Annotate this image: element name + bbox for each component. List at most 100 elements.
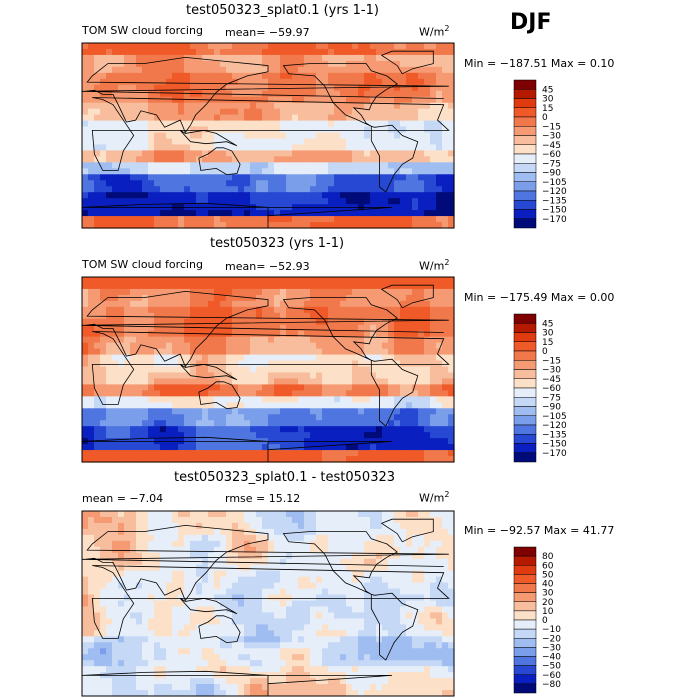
field-cell xyxy=(112,511,119,518)
field-cell xyxy=(334,600,341,608)
field-cell xyxy=(142,426,149,433)
field-cell xyxy=(94,102,101,110)
field-cell xyxy=(358,114,365,122)
field-cell xyxy=(322,390,329,397)
field-cell xyxy=(364,378,371,386)
field-cell xyxy=(304,114,311,122)
field-cell xyxy=(172,378,179,386)
field-cell xyxy=(316,300,323,308)
field-cell xyxy=(262,384,269,391)
field-cell xyxy=(190,126,197,134)
field-cell xyxy=(250,144,257,152)
field-cell xyxy=(442,378,449,386)
field-cell xyxy=(316,511,323,518)
field-cell xyxy=(370,456,377,463)
field-cell xyxy=(310,120,317,128)
field-cell xyxy=(430,576,437,584)
field-cell xyxy=(394,108,401,116)
field-cell xyxy=(268,126,275,134)
field-cell xyxy=(232,588,239,596)
field-cell xyxy=(136,558,143,566)
field-cell xyxy=(406,432,413,439)
field-cell xyxy=(154,516,161,524)
field-cell xyxy=(214,570,221,578)
field-cell xyxy=(340,306,347,314)
field-cell xyxy=(154,420,161,427)
field-cell xyxy=(304,534,311,542)
field-cell xyxy=(310,378,317,386)
field-cell xyxy=(220,72,227,80)
field-cell xyxy=(256,144,263,152)
field-cell xyxy=(298,156,305,163)
field-cell xyxy=(202,546,209,554)
field-cell xyxy=(322,384,329,391)
field-cell xyxy=(346,594,353,602)
field-cell xyxy=(196,150,203,157)
field-cell xyxy=(238,54,245,62)
field-cell xyxy=(412,456,419,463)
colorbar-label: −90 xyxy=(542,403,561,413)
field-cell xyxy=(166,132,173,140)
field-cell xyxy=(190,360,197,368)
field-cell xyxy=(88,300,95,308)
field-cell xyxy=(88,48,95,56)
field-cell xyxy=(166,456,173,463)
field-cell xyxy=(178,600,185,608)
field-cell xyxy=(238,144,245,152)
field-cell xyxy=(220,43,227,50)
field-cell xyxy=(316,96,323,104)
field-cell xyxy=(256,402,263,409)
field-cell xyxy=(424,84,431,92)
field-cell xyxy=(274,426,281,433)
field-cell xyxy=(274,528,281,536)
field-cell xyxy=(232,54,239,62)
field-cell xyxy=(436,534,443,542)
field-cell xyxy=(244,132,251,140)
field-cell xyxy=(238,120,245,128)
field-cell xyxy=(418,426,425,433)
field-cell xyxy=(166,378,173,386)
field-cell xyxy=(256,126,263,134)
field-cell xyxy=(178,222,185,229)
field-cell xyxy=(268,288,275,296)
field-cell xyxy=(328,96,335,104)
field-cell xyxy=(226,576,233,584)
field-cell xyxy=(412,288,419,296)
field-cell xyxy=(190,277,197,284)
field-cell xyxy=(160,132,167,140)
field-cell xyxy=(370,72,377,80)
field-cell xyxy=(274,444,281,451)
field-cell xyxy=(238,450,245,457)
field-cell xyxy=(220,516,227,524)
field-cell xyxy=(268,444,275,451)
field-cell xyxy=(226,222,233,229)
field-cell xyxy=(268,96,275,104)
field-cell xyxy=(430,348,437,356)
field-cell xyxy=(346,324,353,332)
field-cell xyxy=(370,84,377,92)
map-panel-2 xyxy=(81,276,455,463)
field-cell xyxy=(382,90,389,98)
field-cell xyxy=(106,588,113,596)
field-cell xyxy=(448,186,455,193)
colorbar-swatch xyxy=(513,406,537,416)
field-cell xyxy=(274,384,281,391)
field-cell xyxy=(136,318,143,326)
field-cell xyxy=(322,198,329,205)
field-cell xyxy=(448,414,455,421)
field-cell xyxy=(370,336,377,344)
field-cell xyxy=(370,96,377,104)
field-cell xyxy=(340,384,347,391)
field-cell xyxy=(136,66,143,74)
field-cell xyxy=(226,456,233,463)
field-cell xyxy=(436,96,443,104)
field-cell xyxy=(340,43,347,50)
field-cell xyxy=(274,168,281,175)
field-cell xyxy=(124,396,131,403)
field-cell xyxy=(100,120,107,128)
field-cell xyxy=(274,156,281,163)
field-cell xyxy=(136,552,143,560)
field-cell xyxy=(448,522,455,530)
field-cell xyxy=(310,366,317,374)
field-cell xyxy=(310,390,317,397)
